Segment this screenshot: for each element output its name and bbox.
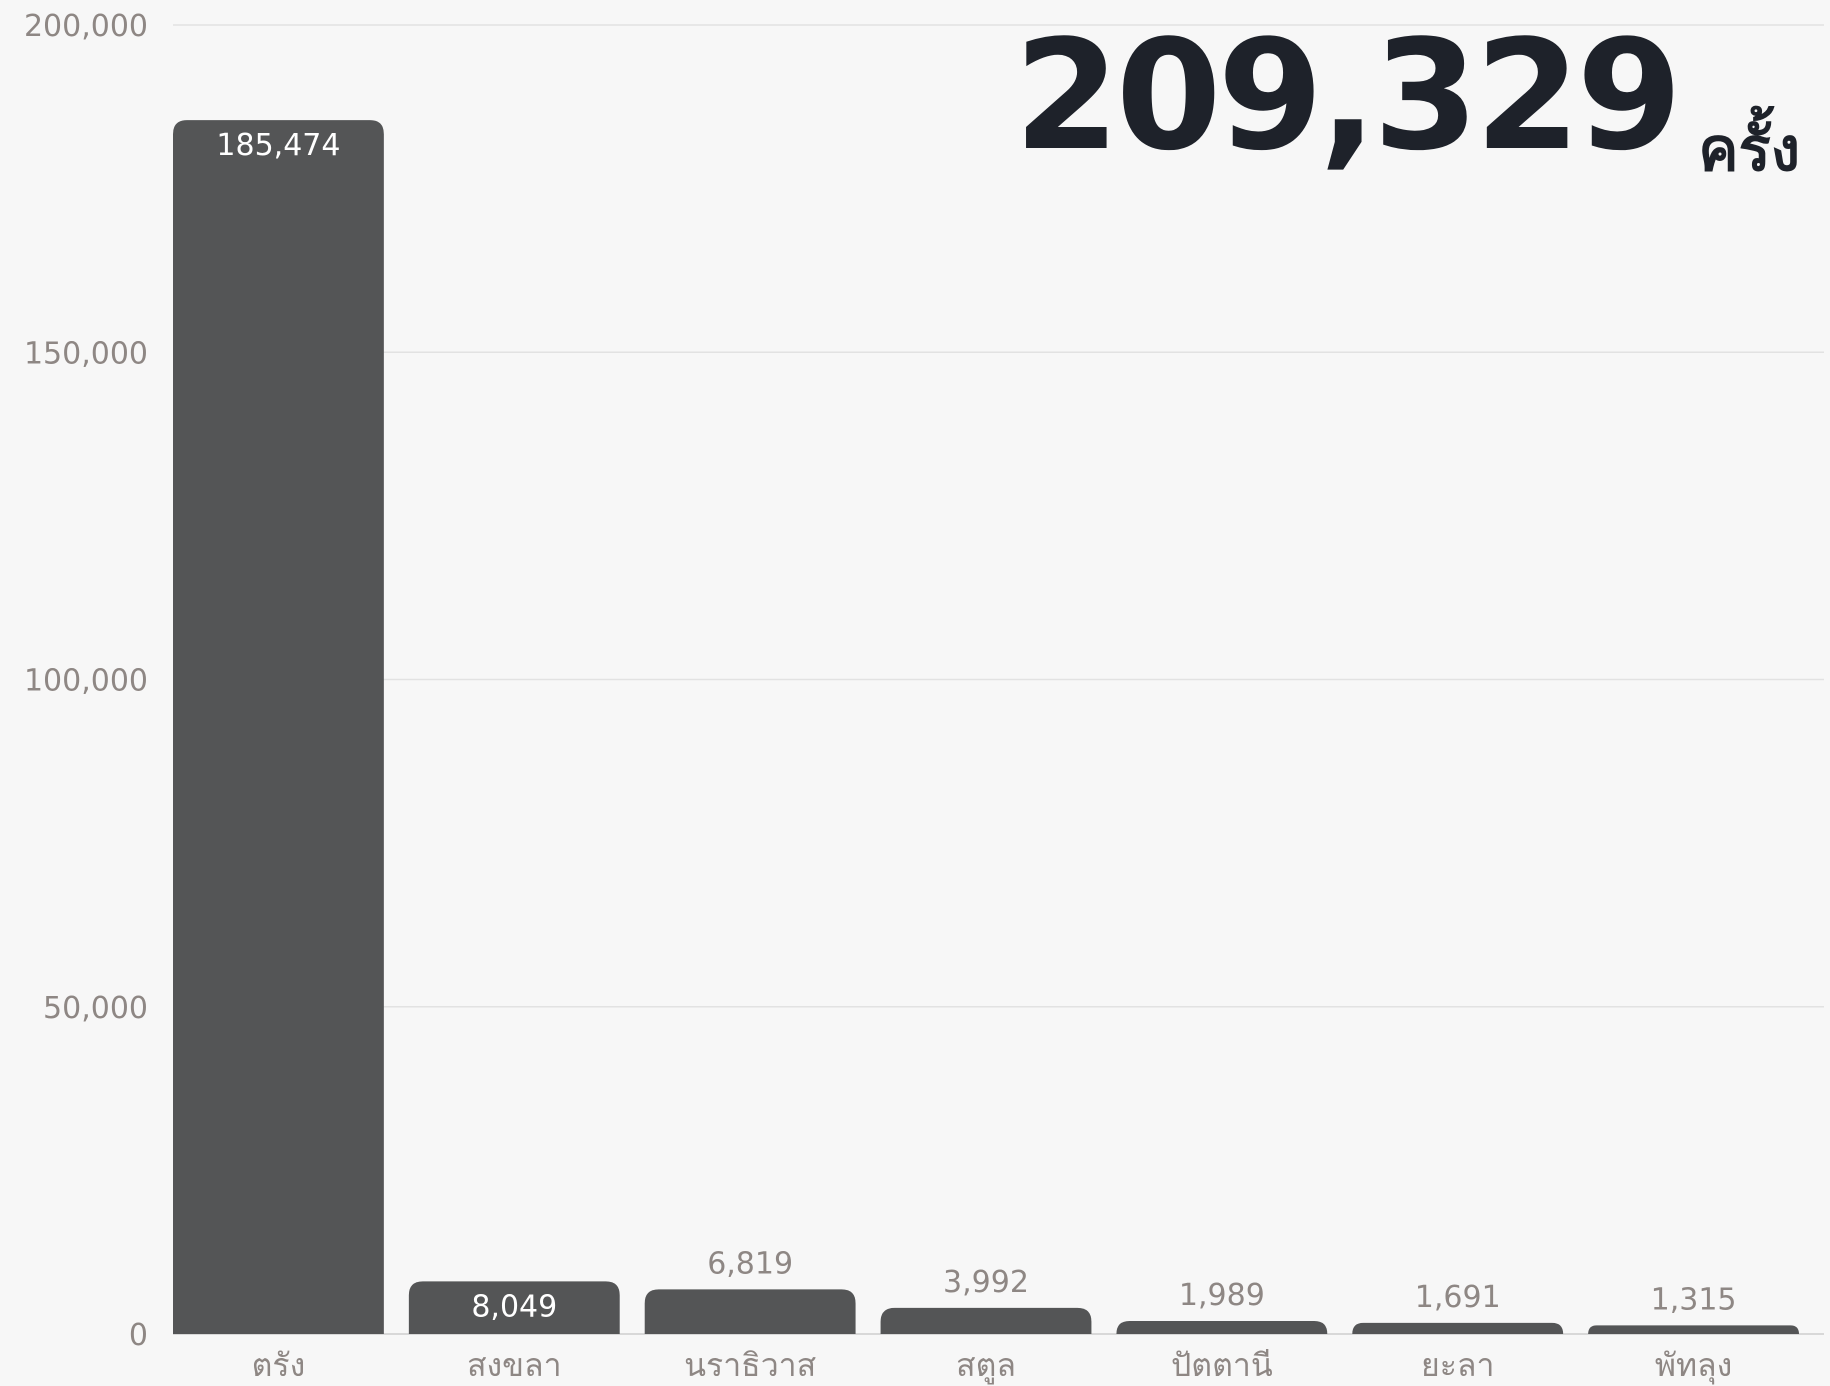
headline: 209,329 ครั้ง: [1014, 7, 1800, 184]
total-unit: ครั้ง: [1698, 115, 1800, 185]
bar-value-label: 6,819: [707, 1246, 793, 1281]
category-label: ตรัง: [252, 1346, 306, 1384]
bar-value-label: 185,474: [216, 128, 340, 163]
y-tick-label: 50,000: [43, 991, 148, 1026]
category-label: สงขลา: [467, 1346, 562, 1384]
bar: [408, 1281, 620, 1334]
y-tick-label: 150,000: [24, 336, 148, 371]
bar: [1116, 1320, 1328, 1334]
y-tick-label: 100,000: [24, 664, 148, 699]
bar: [173, 120, 384, 1335]
bar: [880, 1307, 1092, 1334]
bar: [644, 1289, 856, 1334]
y-tick-label: 0: [129, 1318, 148, 1353]
bars: [173, 120, 1799, 1335]
labels: 0 50,000 100,000 150,000 200,000 185,474 ตรัง 8…: [24, 9, 1737, 1385]
category-label: สตูล: [956, 1346, 1016, 1385]
bar-value-label: 1,691: [1415, 1280, 1501, 1315]
bar: [1352, 1322, 1564, 1334]
bar-value-label: 3,992: [943, 1265, 1029, 1300]
category-label: พัทลุง: [1655, 1346, 1732, 1385]
gridlines: [173, 24, 1824, 1335]
bar-value-label: 1,989: [1179, 1278, 1265, 1313]
bar-value-label: 1,315: [1651, 1282, 1737, 1317]
bar-value-label: 8,049: [471, 1289, 557, 1324]
category-label: ยะลา: [1421, 1346, 1495, 1384]
category-label: นราธิวาส: [684, 1346, 816, 1384]
bar: [1588, 1325, 1799, 1334]
y-tick-label: 200,000: [24, 9, 148, 44]
total-count: 209,329: [1014, 7, 1682, 184]
category-label: ปัตตานี: [1171, 1346, 1273, 1384]
